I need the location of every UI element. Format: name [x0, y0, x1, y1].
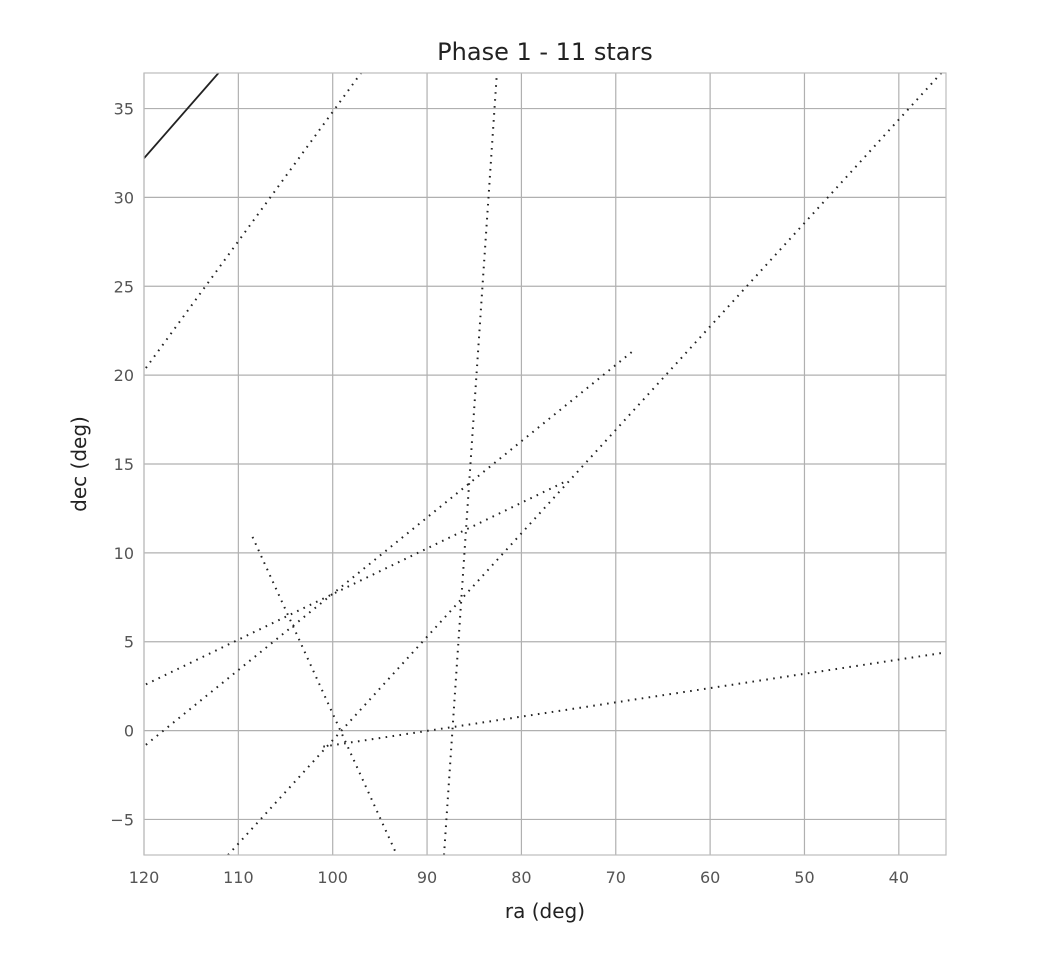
x-tick-label: 90 — [417, 868, 437, 887]
chart-title: Phase 1 - 11 stars — [437, 38, 653, 66]
x-tick-label: 70 — [606, 868, 626, 887]
x-tick-label: 60 — [700, 868, 720, 887]
y-tick-label: 5 — [124, 633, 134, 652]
y-tick-label: 35 — [114, 100, 134, 119]
y-axis-label: dec (deg) — [67, 416, 91, 512]
series-track-6 — [145, 480, 566, 686]
y-tick-label: 15 — [114, 455, 134, 474]
y-tick-label: 10 — [114, 544, 134, 563]
x-tick-label: 110 — [223, 868, 254, 887]
y-tick-label: 0 — [124, 722, 134, 741]
series-track-2 — [145, 73, 362, 369]
y-tick-label: 20 — [114, 366, 134, 385]
plot-frame — [143, 72, 947, 856]
x-tick-label: 100 — [317, 868, 348, 887]
x-tick-label: 40 — [889, 868, 909, 887]
x-tick-label: 120 — [129, 868, 160, 887]
series-track-1 — [144, 73, 220, 159]
x-tick-label: 80 — [511, 868, 531, 887]
x-tick-label: 50 — [794, 868, 814, 887]
y-tick-label: −5 — [110, 810, 134, 829]
x-tick-labels: 120 110 100 90 80 70 60 50 40 — [129, 868, 909, 887]
series-track-4 — [227, 73, 943, 855]
y-tick-label: 25 — [114, 277, 134, 296]
grid-layer — [143, 73, 946, 855]
x-axis-label: ra (deg) — [505, 899, 585, 923]
y-tick-labels: −5 0 5 10 15 20 25 30 35 — [110, 100, 134, 830]
series-layer — [144, 73, 946, 855]
y-tick-label: 30 — [114, 188, 134, 207]
